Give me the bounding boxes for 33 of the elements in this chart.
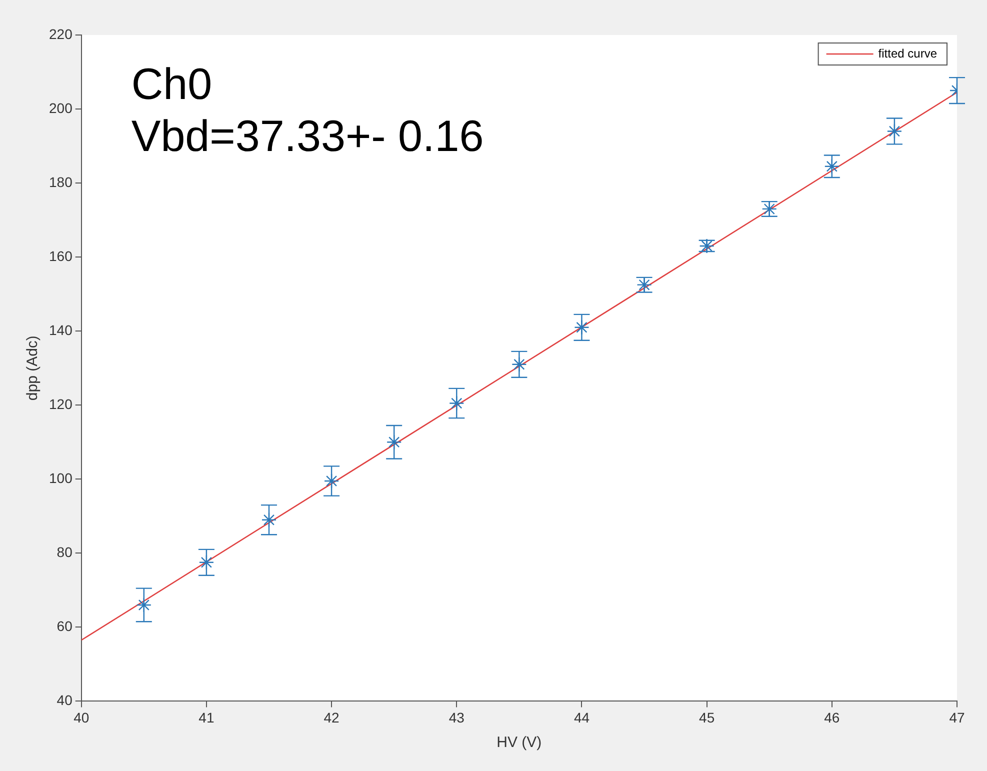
point [886, 124, 902, 139]
y-tick-label: 200 [49, 100, 73, 116]
x-tick-label: 43 [448, 709, 465, 726]
y-tick-label: 220 [49, 26, 73, 42]
x-tick-label: 40 [74, 709, 90, 726]
x-tick-label: 45 [699, 709, 715, 726]
y-axis-title: dpp (Adc) [24, 336, 42, 401]
point [574, 320, 590, 335]
point [512, 356, 527, 372]
y-tick-label: 140 [49, 322, 73, 338]
y-tick-label: 180 [49, 174, 73, 190]
x-tick-label: 42 [324, 709, 340, 726]
x-tick-label: 41 [198, 709, 214, 726]
y-tick-label: 120 [49, 396, 73, 412]
x-tick-label: 46 [824, 709, 840, 726]
y-tick-label: 160 [49, 248, 73, 264]
legend-label: fitted curve [878, 46, 938, 60]
annotation: Ch0 [131, 60, 212, 110]
point [824, 158, 840, 174]
y-tick-label: 40 [56, 692, 73, 708]
annotation: Vbd=37.33+- 0.16 [131, 112, 484, 162]
point [449, 396, 464, 411]
y-tick-label: 100 [49, 470, 73, 486]
x-tick-label: 44 [574, 709, 590, 726]
point [136, 597, 152, 613]
x-axis-title: HV (V) [496, 734, 542, 752]
x-tick-label: 47 [949, 709, 965, 726]
y-tick-label: 80 [56, 544, 73, 560]
point [386, 434, 402, 450]
y-tick-label: 60 [56, 618, 73, 634]
point [324, 473, 340, 489]
point [198, 554, 214, 570]
point [261, 512, 277, 528]
